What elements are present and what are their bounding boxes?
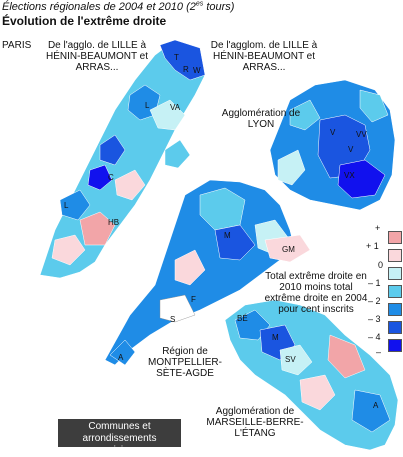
legend-tick: 0 <box>378 260 384 270</box>
legend-swatch <box>388 267 402 280</box>
place-code: V <box>348 145 354 154</box>
legend-swatch <box>388 231 402 244</box>
place-code: SV <box>285 355 296 364</box>
map-title: Évolution de l'extrême droite <box>2 14 167 28</box>
map-region-paris-lille <box>39 39 206 279</box>
label-lyon: Agglomération de LYON <box>221 108 301 130</box>
legend-swatch <box>388 303 402 316</box>
label-lille-right: De l'agglom. de LILLE à HÉNIN-BEAUMONT e… <box>210 40 318 73</box>
legend-tick: – 1 <box>368 278 381 288</box>
place-code: R <box>183 65 189 74</box>
legend-swatch <box>388 249 402 262</box>
label-paris: PARIS <box>2 40 32 51</box>
legend-swatch <box>388 339 402 352</box>
map-region-montpellier <box>104 179 311 366</box>
place-code: M <box>272 333 279 342</box>
label-marseille: Agglomération de MARSEILLE-BERRE-L'ÉTANG <box>206 406 304 439</box>
place-code: T <box>174 53 179 62</box>
legend-tick: + 1 <box>366 241 379 251</box>
place-code: S <box>170 315 175 324</box>
place-code: L <box>145 101 150 110</box>
place-code: VX <box>344 171 355 180</box>
legend-tick: + <box>375 223 381 233</box>
map-region-lyon <box>269 79 396 211</box>
place-code: GM <box>282 245 295 254</box>
legend-tick: – 3 <box>368 314 381 324</box>
place-code: F <box>191 295 196 304</box>
label-lille-left: De l'agglo. de LILLE à HÉNIN-BEAUMONT et… <box>45 40 149 73</box>
legend-swatch <box>388 285 402 298</box>
place-code: HB <box>108 218 119 227</box>
map-region-marseille <box>224 299 399 451</box>
place-code: VV <box>356 130 367 139</box>
place-code: V <box>330 128 336 137</box>
place-code: W <box>193 66 201 75</box>
place-code: A <box>373 401 379 410</box>
place-code: L <box>64 201 69 210</box>
place-code: C <box>108 173 114 182</box>
legend-swatch <box>388 321 402 334</box>
place-code: A <box>118 353 124 362</box>
place-code: BÉ <box>237 314 248 323</box>
place-code: M <box>224 231 231 240</box>
footer-note: Communes et arrondissements municipaux <box>58 419 181 456</box>
place-codes: T R W L VA C L HB V VV V VX M GM F S A B… <box>64 53 379 410</box>
label-montpellier: Région de MONTPELLIER-SÈTE-AGDE <box>148 346 222 379</box>
legend-tick: – 4 <box>368 332 381 342</box>
legend-title: Total extrême droite en 2010 moins total… <box>264 271 368 315</box>
legend-tick: – 2 <box>368 296 381 306</box>
map-subtitle: Élections régionales de 2004 et 2010 (2e… <box>2 0 235 13</box>
place-code: VA <box>170 103 181 112</box>
legend-tick: – <box>376 347 382 357</box>
